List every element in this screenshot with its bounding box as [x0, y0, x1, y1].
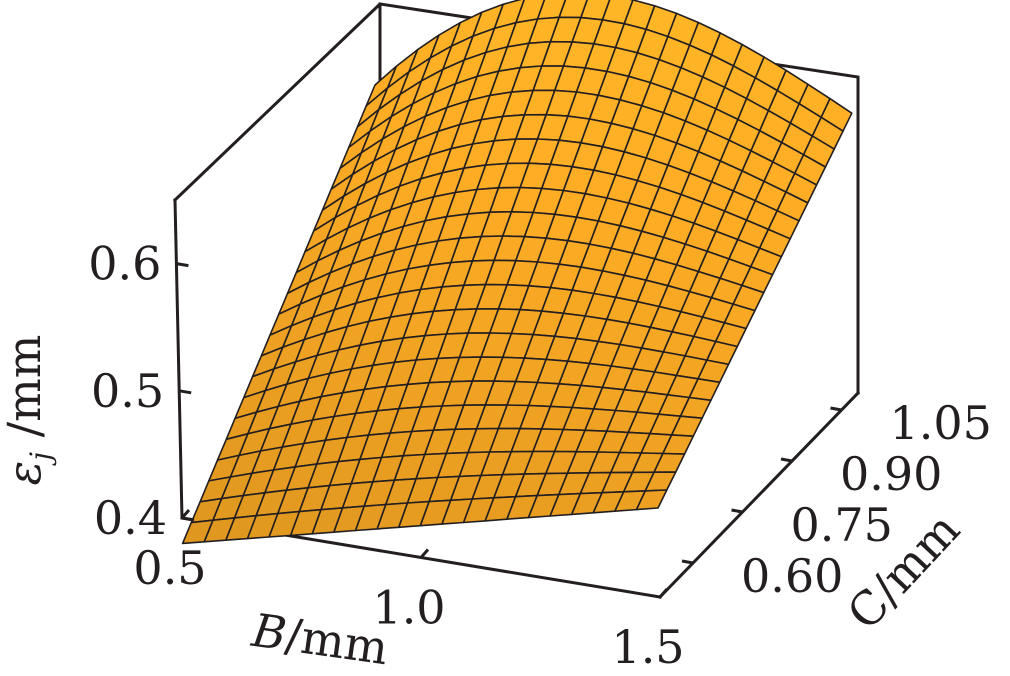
- response-surface: [181, 0, 853, 545]
- z-tick: [178, 389, 192, 395]
- z-axis-title: εj /mm: [0, 335, 57, 486]
- y-tick: [780, 457, 793, 463]
- axis-tick-labels: 0.51.01.50.600.750.901.050.40.50.6: [88, 237, 992, 674]
- x-tick: [658, 588, 669, 598]
- z-tick-label: 0.6: [88, 237, 161, 291]
- y-tick-label: 1.05: [890, 396, 992, 450]
- z-tick-label: 0.4: [94, 491, 167, 545]
- z-axis-line: [173, 198, 184, 520]
- x-tick-label: 1.0: [372, 581, 445, 635]
- x-axis-title: B/mm: [248, 603, 392, 676]
- y-tick: [830, 406, 842, 412]
- z-tick-label: 0.5: [91, 364, 164, 418]
- x-tick: [419, 548, 430, 559]
- axis-ticks: [176, 262, 842, 598]
- y-tick-label: 0.75: [791, 498, 893, 552]
- y-tick-label: 0.60: [741, 549, 843, 603]
- x-tick-label: 1.5: [611, 620, 684, 674]
- y-tick: [681, 559, 694, 565]
- y-tick-label: 0.90: [840, 447, 942, 501]
- x-tick: [180, 509, 191, 519]
- z-tick: [181, 516, 195, 522]
- y-tick: [731, 508, 743, 514]
- z-tick: [176, 262, 189, 268]
- surface-cell: [181, 519, 214, 545]
- x-tick-label: 0.5: [133, 541, 206, 595]
